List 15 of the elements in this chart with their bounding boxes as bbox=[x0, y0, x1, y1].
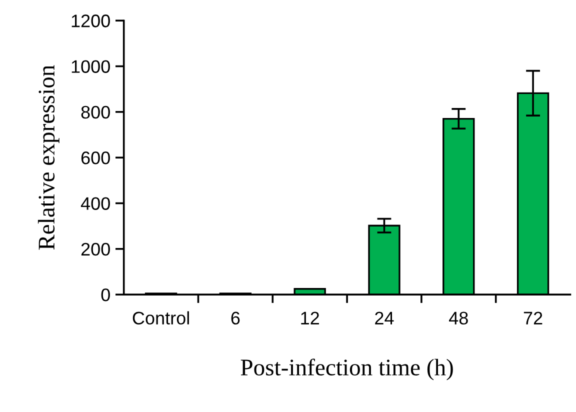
y-tick-label: 600 bbox=[81, 152, 110, 164]
y-tick-label: 200 bbox=[81, 242, 110, 256]
y-tick-label: 0 bbox=[101, 288, 110, 302]
y-tick-label: 1000 bbox=[72, 60, 110, 73]
x-tick-label: 48 bbox=[449, 312, 468, 325]
y-tick-label: 400 bbox=[80, 197, 110, 210]
x-tick-label: 24 bbox=[375, 312, 394, 324]
x-tick-label: 72 bbox=[524, 312, 542, 324]
x-tick-label: 12 bbox=[301, 312, 319, 324]
x-tick-label: 6 bbox=[231, 312, 240, 325]
x-tick-label: Control bbox=[132, 311, 189, 325]
y-axis-title: Relative expression bbox=[38, 65, 60, 250]
y-tick-label: 1200 bbox=[72, 14, 110, 28]
y-tick-label: 800 bbox=[81, 106, 110, 119]
x-axis-title: Post-infection time (h) bbox=[240, 358, 453, 380]
